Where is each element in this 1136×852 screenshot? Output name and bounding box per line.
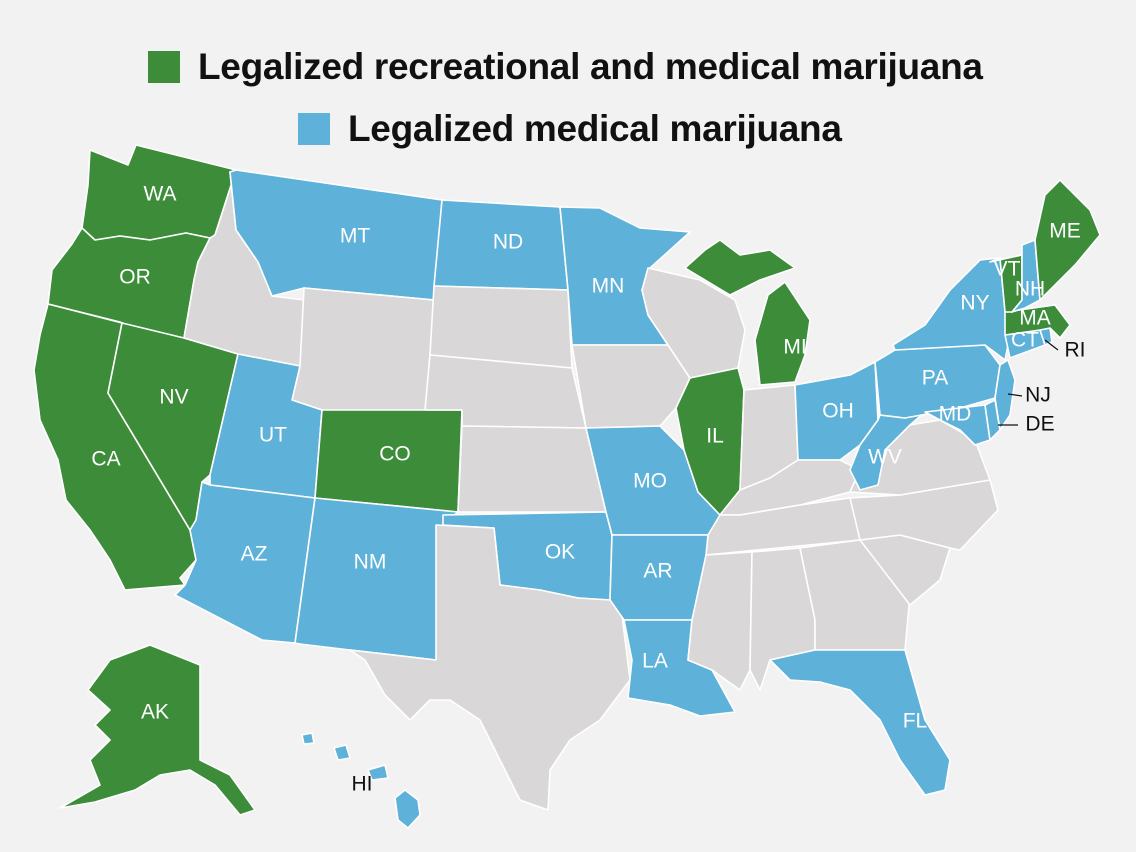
state-mi [754,281,811,386]
label-ri: RI [1065,339,1086,362]
label-co: CO [379,443,411,466]
label-nv: NV [159,386,188,409]
leader-line-nj [1007,393,1023,397]
state-ny [892,257,1009,361]
state-sd [429,285,573,369]
state-ia [571,344,691,429]
label-pa: PA [922,367,948,390]
label-ak: AK [141,701,169,724]
label-ny: NY [960,292,989,315]
label-nm: NM [354,551,387,574]
label-az: AZ [241,543,268,566]
label-hi: HI [352,773,373,796]
label-md: MD [939,403,972,426]
state-wv [849,411,926,491]
label-il: IL [706,425,724,448]
state-nm [294,497,459,661]
state-nj [994,359,1016,431]
label-nd: ND [493,231,523,254]
legend-label-recreational: Legalized recreational and medical marij… [198,46,983,87]
label-ok: OK [545,541,575,564]
label-ut: UT [259,424,287,447]
label-mn: MN [592,275,625,298]
label-vt: VT [994,258,1021,281]
label-wv: WV [868,446,902,469]
label-wa: WA [143,183,176,206]
state-hi-oahu [333,744,351,761]
legend-label-medical: Legalized medical marijuana [348,108,842,149]
label-de: DE [1025,413,1054,436]
state-mi-upper [684,239,796,296]
state-hi-maui [367,764,389,781]
label-la: LA [642,650,668,673]
label-nh: NH [1015,278,1045,301]
state-ks [457,425,607,513]
state-hi-main [394,789,421,829]
legend: Legalized recreational and medical marij… [0,0,1136,160]
label-mo: MO [633,470,667,493]
label-ar: AR [643,560,672,583]
state-ak [59,644,256,816]
state-tx [349,524,631,811]
label-mt: MT [340,225,370,248]
label-ct: CT [1011,329,1039,352]
legend-swatch-medical [298,113,330,145]
state-ma [1004,304,1071,339]
label-ma: MA [1019,307,1051,330]
state-wy [291,287,435,421]
state-me [1034,179,1101,301]
state-md [924,404,991,446]
label-fl: FL [903,710,928,733]
state-fl [769,649,951,796]
legend-swatch-recreational [148,51,180,83]
leader-line-ri [1044,339,1059,351]
label-ca: CA [91,448,120,471]
label-oh: OH [822,400,854,423]
label-nj: NJ [1025,384,1051,407]
label-me: ME [1049,220,1081,243]
legend-item-recreational: Legalized recreational and medical marij… [148,46,983,88]
state-hi-kauai [301,732,315,745]
legend-item-medical: Legalized medical marijuana [298,108,842,150]
label-mi: MI [783,336,806,359]
label-or: OR [119,266,151,289]
